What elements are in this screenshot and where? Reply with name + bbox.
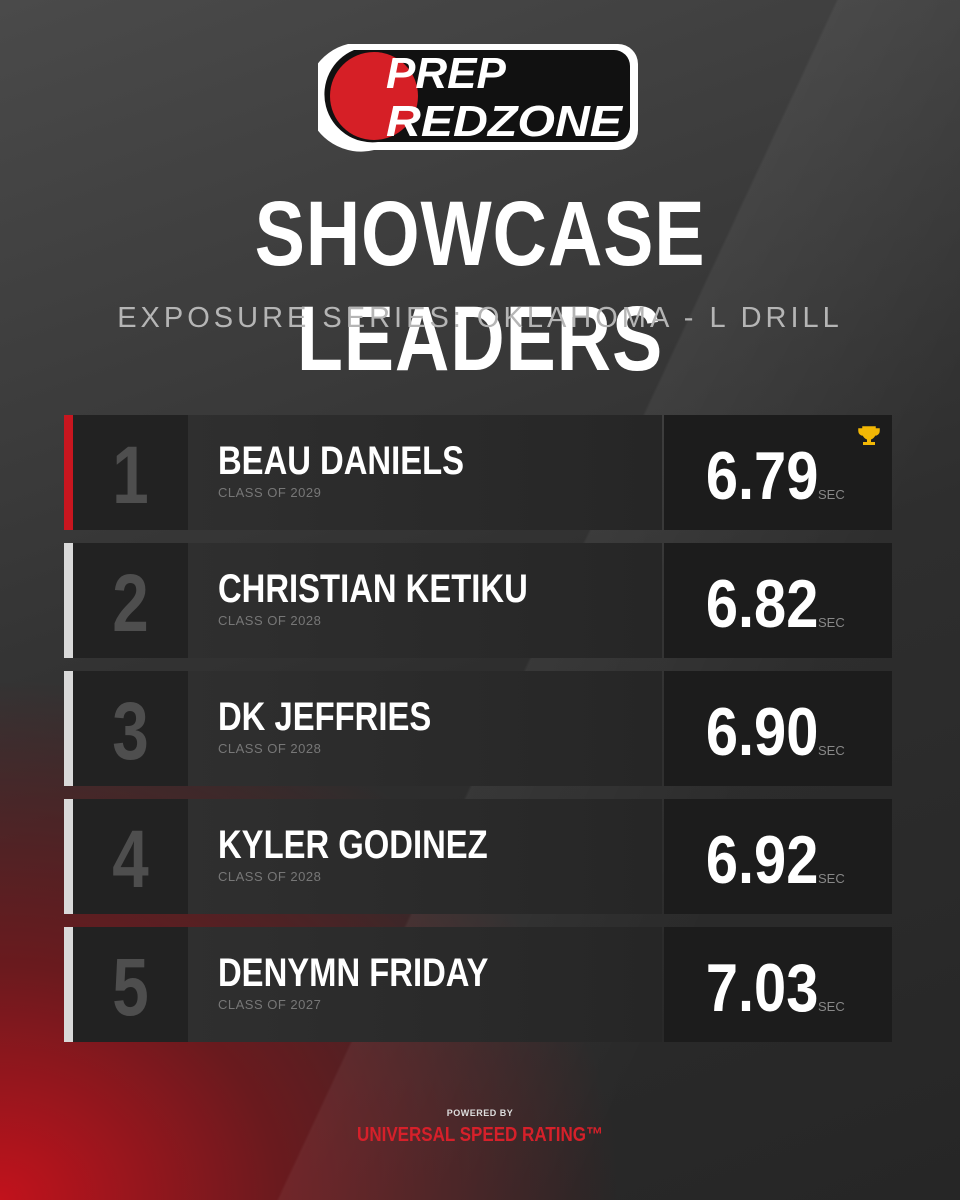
name-cell: CHRISTIAN KETIKU CLASS OF 2028 bbox=[188, 543, 662, 658]
player-name: BEAU DANIELS bbox=[218, 439, 465, 483]
time: 6.82 bbox=[705, 566, 818, 642]
leader-row: 3 DK JEFFRIES CLASS OF 2028 6.90 SEC bbox=[64, 671, 892, 786]
subtitle: EXPOSURE SERIES: OKLAHOMA - L DRILL bbox=[117, 302, 843, 334]
rank-cell: 2 bbox=[73, 543, 188, 658]
player-class: CLASS OF 2028 bbox=[218, 869, 322, 884]
logo: PREP REDZONE bbox=[318, 44, 638, 152]
trophy-icon bbox=[858, 426, 880, 445]
name-cell: DENYMN FRIDAY CLASS OF 2027 bbox=[188, 927, 662, 1042]
rank: 5 bbox=[112, 942, 149, 1033]
logo-line2: REDZONE bbox=[386, 97, 624, 146]
rank-cell: 1 bbox=[73, 415, 188, 530]
player-class: CLASS OF 2027 bbox=[218, 997, 322, 1012]
time-cell: 7.03 SEC bbox=[664, 927, 892, 1042]
time-cell: 6.79 SEC bbox=[664, 415, 892, 530]
row-accent bbox=[64, 671, 73, 786]
player-name: DK JEFFRIES bbox=[218, 695, 432, 739]
player-name: CHRISTIAN KETIKU bbox=[218, 567, 528, 611]
rank-cell: 5 bbox=[73, 927, 188, 1042]
player-class: CLASS OF 2028 bbox=[218, 613, 322, 628]
rank: 4 bbox=[112, 814, 149, 905]
time: 6.90 bbox=[705, 694, 818, 770]
time-unit: SEC bbox=[818, 487, 845, 502]
name-cell: KYLER GODINEZ CLASS OF 2028 bbox=[188, 799, 662, 914]
rank: 2 bbox=[112, 558, 149, 649]
leader-row: 5 DENYMN FRIDAY CLASS OF 2027 7.03 SEC bbox=[64, 927, 892, 1042]
powered-by: POWERED BY bbox=[446, 1108, 514, 1118]
rank: 1 bbox=[112, 430, 149, 521]
leader-row: 4 KYLER GODINEZ CLASS OF 2028 6.92 SEC bbox=[64, 799, 892, 914]
leader-row: 2 CHRISTIAN KETIKU CLASS OF 2028 6.82 SEC bbox=[64, 543, 892, 658]
rank-cell: 4 bbox=[73, 799, 188, 914]
time-unit: SEC bbox=[818, 615, 845, 630]
time-unit: SEC bbox=[818, 743, 845, 758]
name-cell: BEAU DANIELS CLASS OF 2029 bbox=[188, 415, 662, 530]
row-accent bbox=[64, 927, 73, 1042]
logo-line1: PREP bbox=[386, 49, 506, 98]
player-class: CLASS OF 2029 bbox=[218, 485, 322, 500]
row-accent bbox=[64, 543, 73, 658]
name-cell: DK JEFFRIES CLASS OF 2028 bbox=[188, 671, 662, 786]
time-cell: 6.92 SEC bbox=[664, 799, 892, 914]
leader-row: 1 BEAU DANIELS CLASS OF 2029 6.79 SEC bbox=[64, 415, 892, 530]
brand: UNIVERSAL SPEED RATING™ bbox=[357, 1124, 603, 1146]
player-class: CLASS OF 2028 bbox=[218, 741, 322, 756]
rank: 3 bbox=[112, 686, 149, 777]
time-cell: 6.82 SEC bbox=[664, 543, 892, 658]
rank-cell: 3 bbox=[73, 671, 188, 786]
time-unit: SEC bbox=[818, 871, 845, 886]
row-accent bbox=[64, 415, 73, 530]
row-accent bbox=[64, 799, 73, 914]
time: 6.79 bbox=[705, 438, 818, 514]
player-name: DENYMN FRIDAY bbox=[218, 951, 489, 995]
player-name: KYLER GODINEZ bbox=[218, 823, 488, 867]
logo-ball bbox=[330, 52, 418, 140]
time: 6.92 bbox=[705, 822, 818, 898]
time-unit: SEC bbox=[818, 999, 845, 1014]
time: 7.03 bbox=[705, 950, 818, 1026]
time-cell: 6.90 SEC bbox=[664, 671, 892, 786]
title: SHOWCASE LEADERS bbox=[254, 183, 706, 390]
